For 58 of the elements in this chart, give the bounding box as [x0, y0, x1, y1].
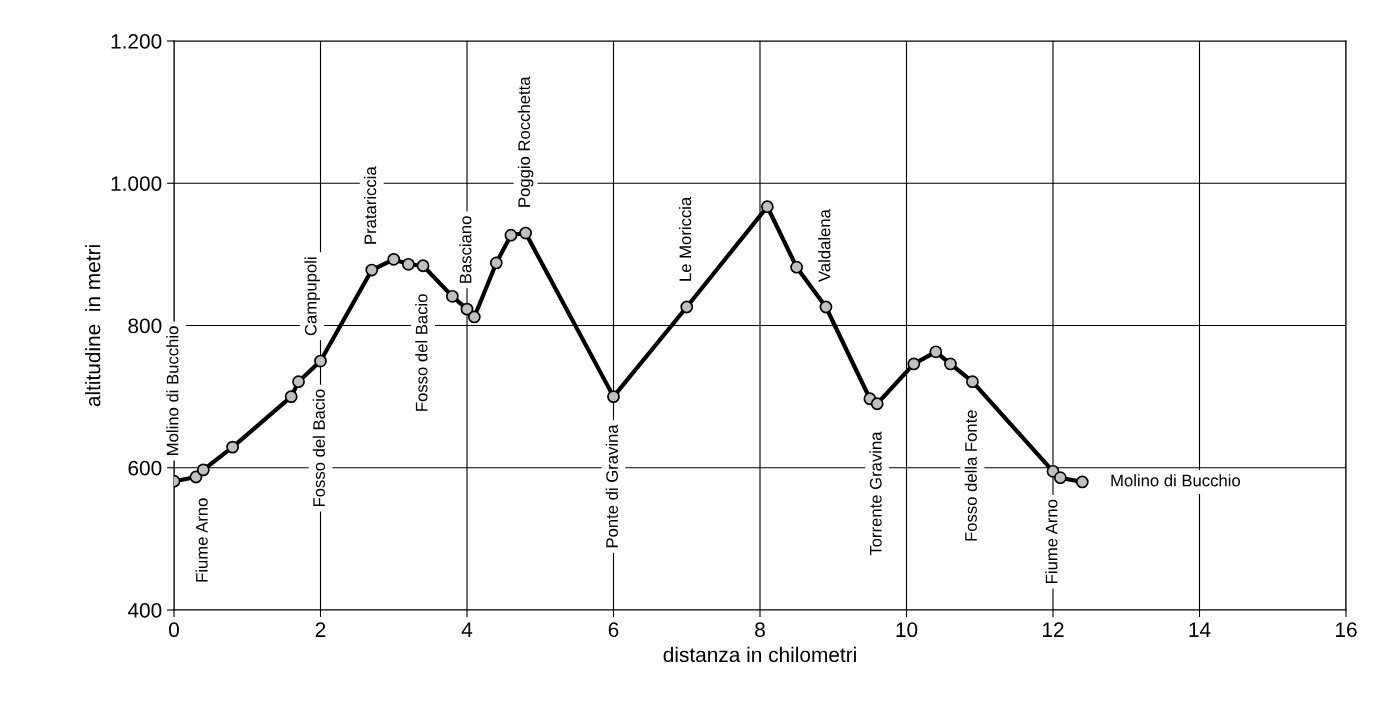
point — [467, 310, 481, 324]
point — [966, 375, 979, 389]
point — [944, 357, 957, 371]
annotation: Torrente Gravina — [869, 431, 882, 556]
annotation: Molino di Bucchio — [166, 326, 179, 455]
point — [445, 289, 459, 303]
x-tick-label: 16 — [1336, 622, 1357, 638]
point — [680, 300, 694, 314]
point — [226, 440, 239, 454]
annotation: Fiume Arno — [195, 498, 208, 582]
point — [292, 375, 305, 389]
x-tick-label: 10 — [896, 622, 918, 638]
y-tick-label: 1.200 — [111, 34, 162, 49]
annotation: Fiume Arno — [1045, 499, 1058, 583]
point — [1075, 475, 1089, 489]
x-tick-label: 12 — [1043, 622, 1064, 637]
point — [460, 302, 474, 316]
point — [760, 200, 774, 214]
annotation: Ponte di Gravina — [605, 424, 618, 548]
y-axis-title: altitudine in metri — [85, 245, 101, 407]
point — [314, 354, 327, 368]
point — [365, 263, 379, 277]
x-tick-label: 2 — [315, 622, 326, 637]
point — [907, 357, 921, 371]
point — [870, 397, 884, 411]
y-tick-label: 600 — [128, 460, 162, 476]
y-tick-label: 1.000 — [111, 176, 162, 191]
x-axis-title: distanza in chilometri — [663, 646, 856, 663]
x-tick-label: 0 — [169, 622, 179, 638]
point — [819, 300, 833, 314]
point — [790, 260, 804, 274]
annotation: Le Moriccia — [678, 196, 692, 281]
point — [504, 228, 518, 242]
annotation: Valdalena — [818, 209, 831, 282]
point — [416, 259, 430, 273]
y-tick-label: 400 — [127, 603, 162, 618]
point — [196, 463, 210, 477]
annotation: Fosso del Bacio — [415, 294, 428, 411]
point — [489, 256, 503, 270]
x-tick-label: 6 — [608, 622, 619, 638]
point — [284, 390, 298, 404]
point — [519, 226, 532, 240]
annotation: Pratariccia — [364, 166, 377, 244]
annotation: Campupoli — [304, 257, 320, 336]
point — [607, 390, 620, 404]
y-tick-label: 800 — [128, 318, 162, 334]
annotation: Poggio Rocchetta — [517, 76, 534, 207]
x-tick-label: 8 — [755, 622, 765, 638]
annotation: Fosso della Fonte — [964, 410, 977, 541]
point — [387, 252, 401, 266]
x-tick-label: 4 — [461, 622, 473, 637]
annotation: Basciano — [459, 216, 472, 283]
x-tick-label: 14 — [1189, 622, 1211, 637]
annotation: Molino di Bucchio — [1111, 474, 1240, 487]
point — [402, 257, 415, 271]
annotation: Fosso del Bacio — [312, 389, 325, 507]
point — [1053, 471, 1067, 485]
point — [929, 345, 943, 359]
